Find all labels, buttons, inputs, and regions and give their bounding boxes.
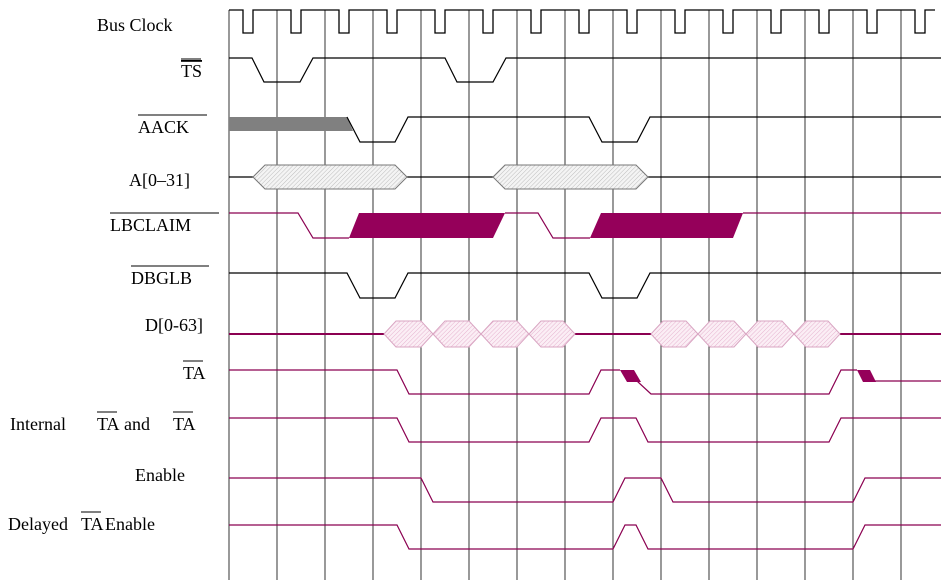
label-ts: TS — [181, 61, 202, 81]
data-beat-5 — [650, 320, 699, 348]
data-beat-6 — [697, 320, 747, 348]
delayed-ta-enable-signal — [229, 524, 941, 550]
label-enable: Enable — [135, 465, 185, 485]
ta-undriven-2 — [857, 370, 876, 382]
data-beat-4 — [528, 320, 576, 348]
signal-labels: Bus Clock TS AACK A[0–31] LBCLAIM DBGLB … — [8, 15, 219, 534]
lbclaim-signal — [229, 212, 941, 239]
dbglb-signal — [229, 272, 941, 299]
bus-clock-signal — [229, 9, 935, 34]
data-beat-2 — [432, 320, 482, 348]
label-lbclaim: LBCLAIM — [110, 215, 191, 235]
ts-signal — [229, 57, 941, 83]
data-beat-1 — [383, 320, 434, 348]
label-address: A[0–31] — [129, 170, 190, 190]
ta-undriven-1 — [620, 370, 641, 382]
lbclaim-undriven-1 — [349, 213, 505, 238]
label-bus-clock: Bus Clock — [97, 15, 173, 35]
label-internal-prefix: Internal — [10, 414, 66, 434]
data-bus-beats — [383, 320, 841, 348]
label-internal-ta2: TA — [173, 414, 196, 434]
address-valid-1 — [252, 164, 408, 190]
data-beat-3 — [480, 320, 530, 348]
label-ta: TA — [183, 363, 206, 383]
grid-lines — [228, 10, 902, 580]
data-beat-8 — [793, 320, 841, 348]
label-dbglb: DBGLB — [131, 268, 192, 288]
ta-signal — [229, 369, 941, 395]
aack-signal — [346, 116, 941, 143]
lbclaim-undriven-2 — [590, 213, 743, 238]
label-delayed-prefix: Delayed — [8, 514, 68, 534]
label-data: D[0-63] — [145, 315, 203, 335]
address-valid-2 — [492, 164, 649, 190]
label-internal-and: and — [124, 414, 150, 434]
data-beat-7 — [745, 320, 795, 348]
label-delayed-ta: TA — [81, 514, 104, 534]
internal-ta-signal — [229, 417, 941, 443]
label-delayed-suffix: Enable — [105, 514, 155, 534]
label-aack: AACK — [138, 117, 189, 137]
label-internal-ta1: TA — [97, 414, 120, 434]
enable-signal — [229, 477, 941, 503]
aack-undriven-block — [229, 117, 353, 131]
